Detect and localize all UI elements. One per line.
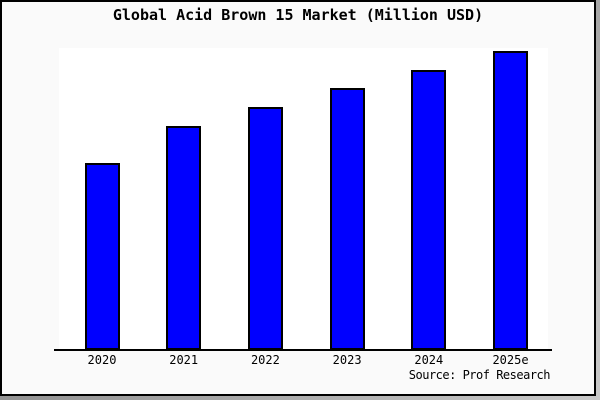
x-axis-line — [54, 349, 552, 351]
chart-title: Global Acid Brown 15 Market (Million USD… — [112, 6, 484, 24]
bar-2025e — [493, 51, 528, 350]
x-tick-label-2025e: 2025e — [492, 353, 529, 367]
x-tick-label-2022: 2022 — [250, 353, 280, 367]
bar-2022 — [247, 107, 283, 350]
plot-area — [54, 48, 552, 351]
bar-2020 — [84, 163, 120, 350]
x-tick-label-2020: 2020 — [87, 353, 117, 367]
source-label: Source: Prof Research — [408, 368, 551, 382]
bar-2024 — [411, 70, 447, 350]
x-tick-label-2023: 2023 — [332, 353, 362, 367]
bar-2023 — [329, 88, 365, 350]
x-tick-label-2024: 2024 — [414, 353, 444, 367]
x-tick-label-2021: 2021 — [169, 353, 199, 367]
bar-2021 — [166, 126, 202, 350]
